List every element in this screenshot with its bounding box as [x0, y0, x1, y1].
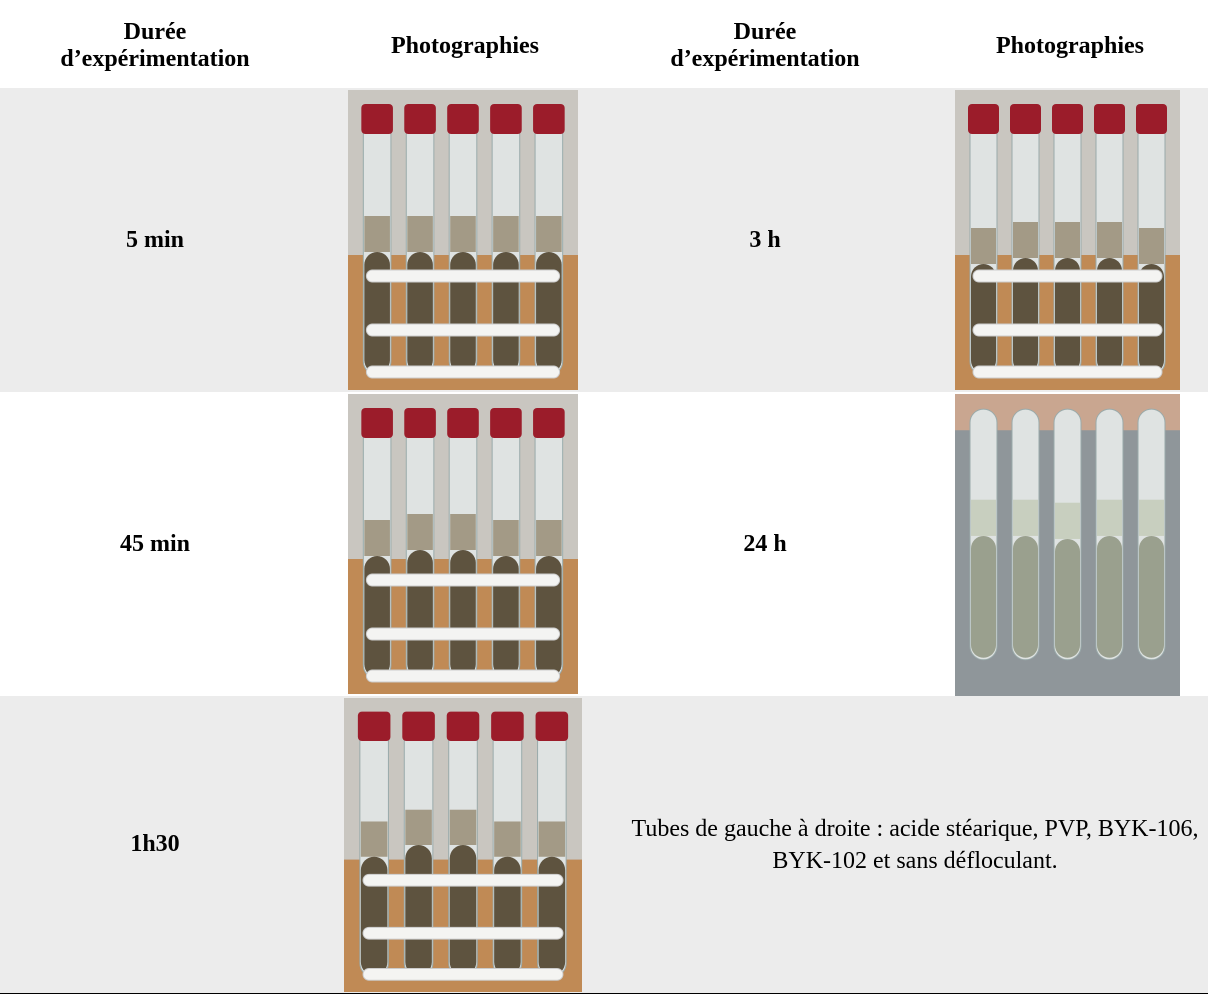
sediment	[1097, 535, 1122, 658]
cap	[535, 711, 569, 742]
liquid-top	[971, 499, 996, 536]
liquid-top	[538, 821, 566, 857]
column-header: Photographies	[390, 32, 539, 59]
photograph	[348, 394, 578, 694]
sediment	[407, 550, 433, 677]
cap	[968, 104, 999, 134]
duration: 24 h	[743, 530, 787, 557]
liquid-top	[1055, 502, 1080, 539]
column-header: Durée d’expérimentation	[60, 19, 250, 72]
cap	[490, 408, 522, 438]
rack-bar	[365, 365, 561, 379]
sediment	[1055, 538, 1080, 658]
cap	[533, 408, 565, 438]
cap	[357, 711, 391, 742]
liquid-top	[1097, 222, 1122, 258]
cap	[446, 711, 480, 742]
liquid-top	[494, 821, 521, 857]
liquid-top	[1139, 499, 1164, 536]
cap	[404, 408, 436, 438]
liquid-top	[1097, 499, 1122, 536]
rack-bar	[362, 967, 564, 981]
photograph	[955, 394, 1180, 696]
cap	[447, 408, 479, 438]
cap	[533, 104, 565, 134]
liquid-top	[450, 514, 476, 550]
liquid-top	[493, 520, 519, 556]
rack-bar	[365, 323, 561, 337]
liquid-top	[493, 216, 519, 252]
column-header: Photographies	[995, 32, 1144, 59]
sediment	[1013, 258, 1038, 373]
cap	[491, 711, 524, 742]
duration: 3 h	[749, 226, 781, 253]
rack-bar	[365, 573, 561, 587]
sediment	[450, 550, 476, 677]
cap	[1052, 104, 1083, 134]
rack-bar	[365, 269, 561, 283]
liquid-top	[971, 228, 996, 264]
caption-note: Tubes de gauche à droite : acide stéariq…	[631, 815, 1199, 874]
sediment	[449, 845, 477, 976]
liquid-top	[1013, 499, 1038, 536]
liquid-top	[405, 809, 432, 845]
liquid-top	[450, 216, 476, 252]
cap	[447, 104, 479, 134]
rack-bar	[362, 873, 564, 887]
liquid-top	[1055, 222, 1080, 258]
photograph	[344, 698, 582, 992]
cap	[490, 104, 522, 134]
liquid-top	[360, 821, 388, 857]
sediment	[1055, 258, 1080, 373]
rack-bar	[362, 926, 564, 940]
cap	[402, 711, 435, 742]
liquid-top	[536, 520, 562, 556]
duration: 5 min	[125, 226, 184, 253]
rack-bar	[972, 323, 1163, 337]
liquid-top	[449, 809, 477, 845]
duration: 45 min	[119, 530, 190, 557]
sediment	[971, 264, 996, 373]
cap	[361, 104, 393, 134]
rack-bar	[972, 269, 1163, 283]
photograph	[955, 90, 1180, 390]
rack-bar	[365, 627, 561, 641]
sediment	[971, 535, 996, 658]
rack-bar	[972, 365, 1163, 379]
cap	[361, 408, 393, 438]
liquid-top	[407, 514, 433, 550]
liquid-top	[407, 216, 433, 252]
cap	[1136, 104, 1167, 134]
duration: 1h30	[130, 831, 180, 857]
liquid-top	[1139, 228, 1164, 264]
sediment	[405, 845, 432, 976]
cap	[404, 104, 436, 134]
liquid-top	[1013, 222, 1038, 258]
cap	[1010, 104, 1041, 134]
column-header: Durée d’expérimentation	[670, 19, 860, 72]
cap	[1094, 104, 1125, 134]
sediment	[1139, 264, 1164, 373]
sediment	[1097, 258, 1122, 373]
liquid-top	[364, 216, 390, 252]
rack-bar	[365, 669, 561, 683]
row-background	[0, 696, 1208, 993]
liquid-top	[364, 520, 390, 556]
photograph	[348, 90, 578, 390]
liquid-top	[536, 216, 562, 252]
sediment	[1013, 535, 1038, 658]
sediment	[1139, 535, 1164, 658]
